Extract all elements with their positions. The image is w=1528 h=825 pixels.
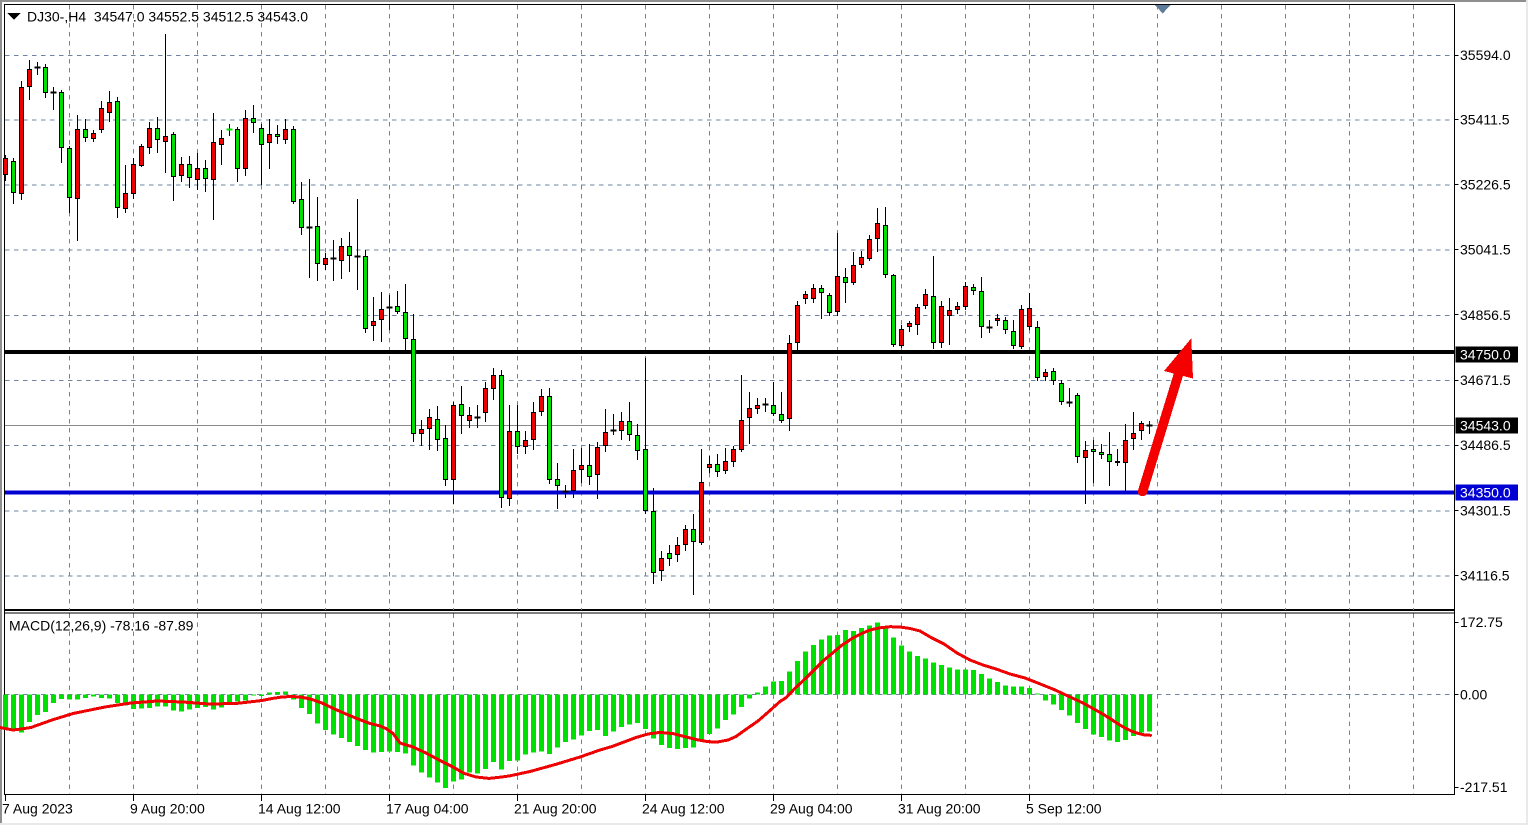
svg-text:14 Aug 12:00: 14 Aug 12:00	[258, 801, 341, 817]
svg-text:MACD(12,26,9) -78.16 -87.89: MACD(12,26,9) -78.16 -87.89	[9, 618, 194, 634]
svg-text:35411.5: 35411.5	[1460, 111, 1510, 127]
svg-text:172.75: 172.75	[1460, 614, 1503, 630]
svg-text:0.00: 0.00	[1460, 687, 1487, 703]
svg-text:34116.5: 34116.5	[1460, 568, 1510, 584]
svg-text:34750.0: 34750.0	[1460, 347, 1511, 363]
svg-text:35226.5: 35226.5	[1460, 177, 1511, 193]
svg-text:34350.0: 34350.0	[1460, 485, 1511, 501]
svg-text:34856.5: 34856.5	[1460, 307, 1511, 323]
svg-text:7 Aug 2023: 7 Aug 2023	[2, 801, 73, 817]
svg-text:34486.5: 34486.5	[1460, 437, 1511, 453]
svg-text:35041.5: 35041.5	[1460, 242, 1511, 258]
svg-text:34301.5: 34301.5	[1460, 502, 1511, 518]
svg-text:-217.51: -217.51	[1460, 779, 1508, 795]
svg-text:34543.0: 34543.0	[1460, 418, 1511, 434]
svg-text:24 Aug 12:00: 24 Aug 12:00	[642, 801, 725, 817]
svg-text:9 Aug 20:00: 9 Aug 20:00	[130, 801, 205, 817]
svg-text:34671.5: 34671.5	[1460, 372, 1511, 388]
svg-text:29 Aug 04:00: 29 Aug 04:00	[770, 801, 853, 817]
svg-text:DJ30-,H4 34547.0 34552.5 3451: DJ30-,H4 34547.0 34552.5 34512.5 34543.0	[27, 9, 308, 25]
svg-text:31 Aug 20:00: 31 Aug 20:00	[898, 801, 981, 817]
svg-text:35594.0: 35594.0	[1460, 47, 1511, 63]
svg-text:21 Aug 20:00: 21 Aug 20:00	[514, 801, 597, 817]
svg-text:17 Aug 04:00: 17 Aug 04:00	[386, 801, 469, 817]
svg-text:5 Sep 12:00: 5 Sep 12:00	[1026, 801, 1102, 817]
